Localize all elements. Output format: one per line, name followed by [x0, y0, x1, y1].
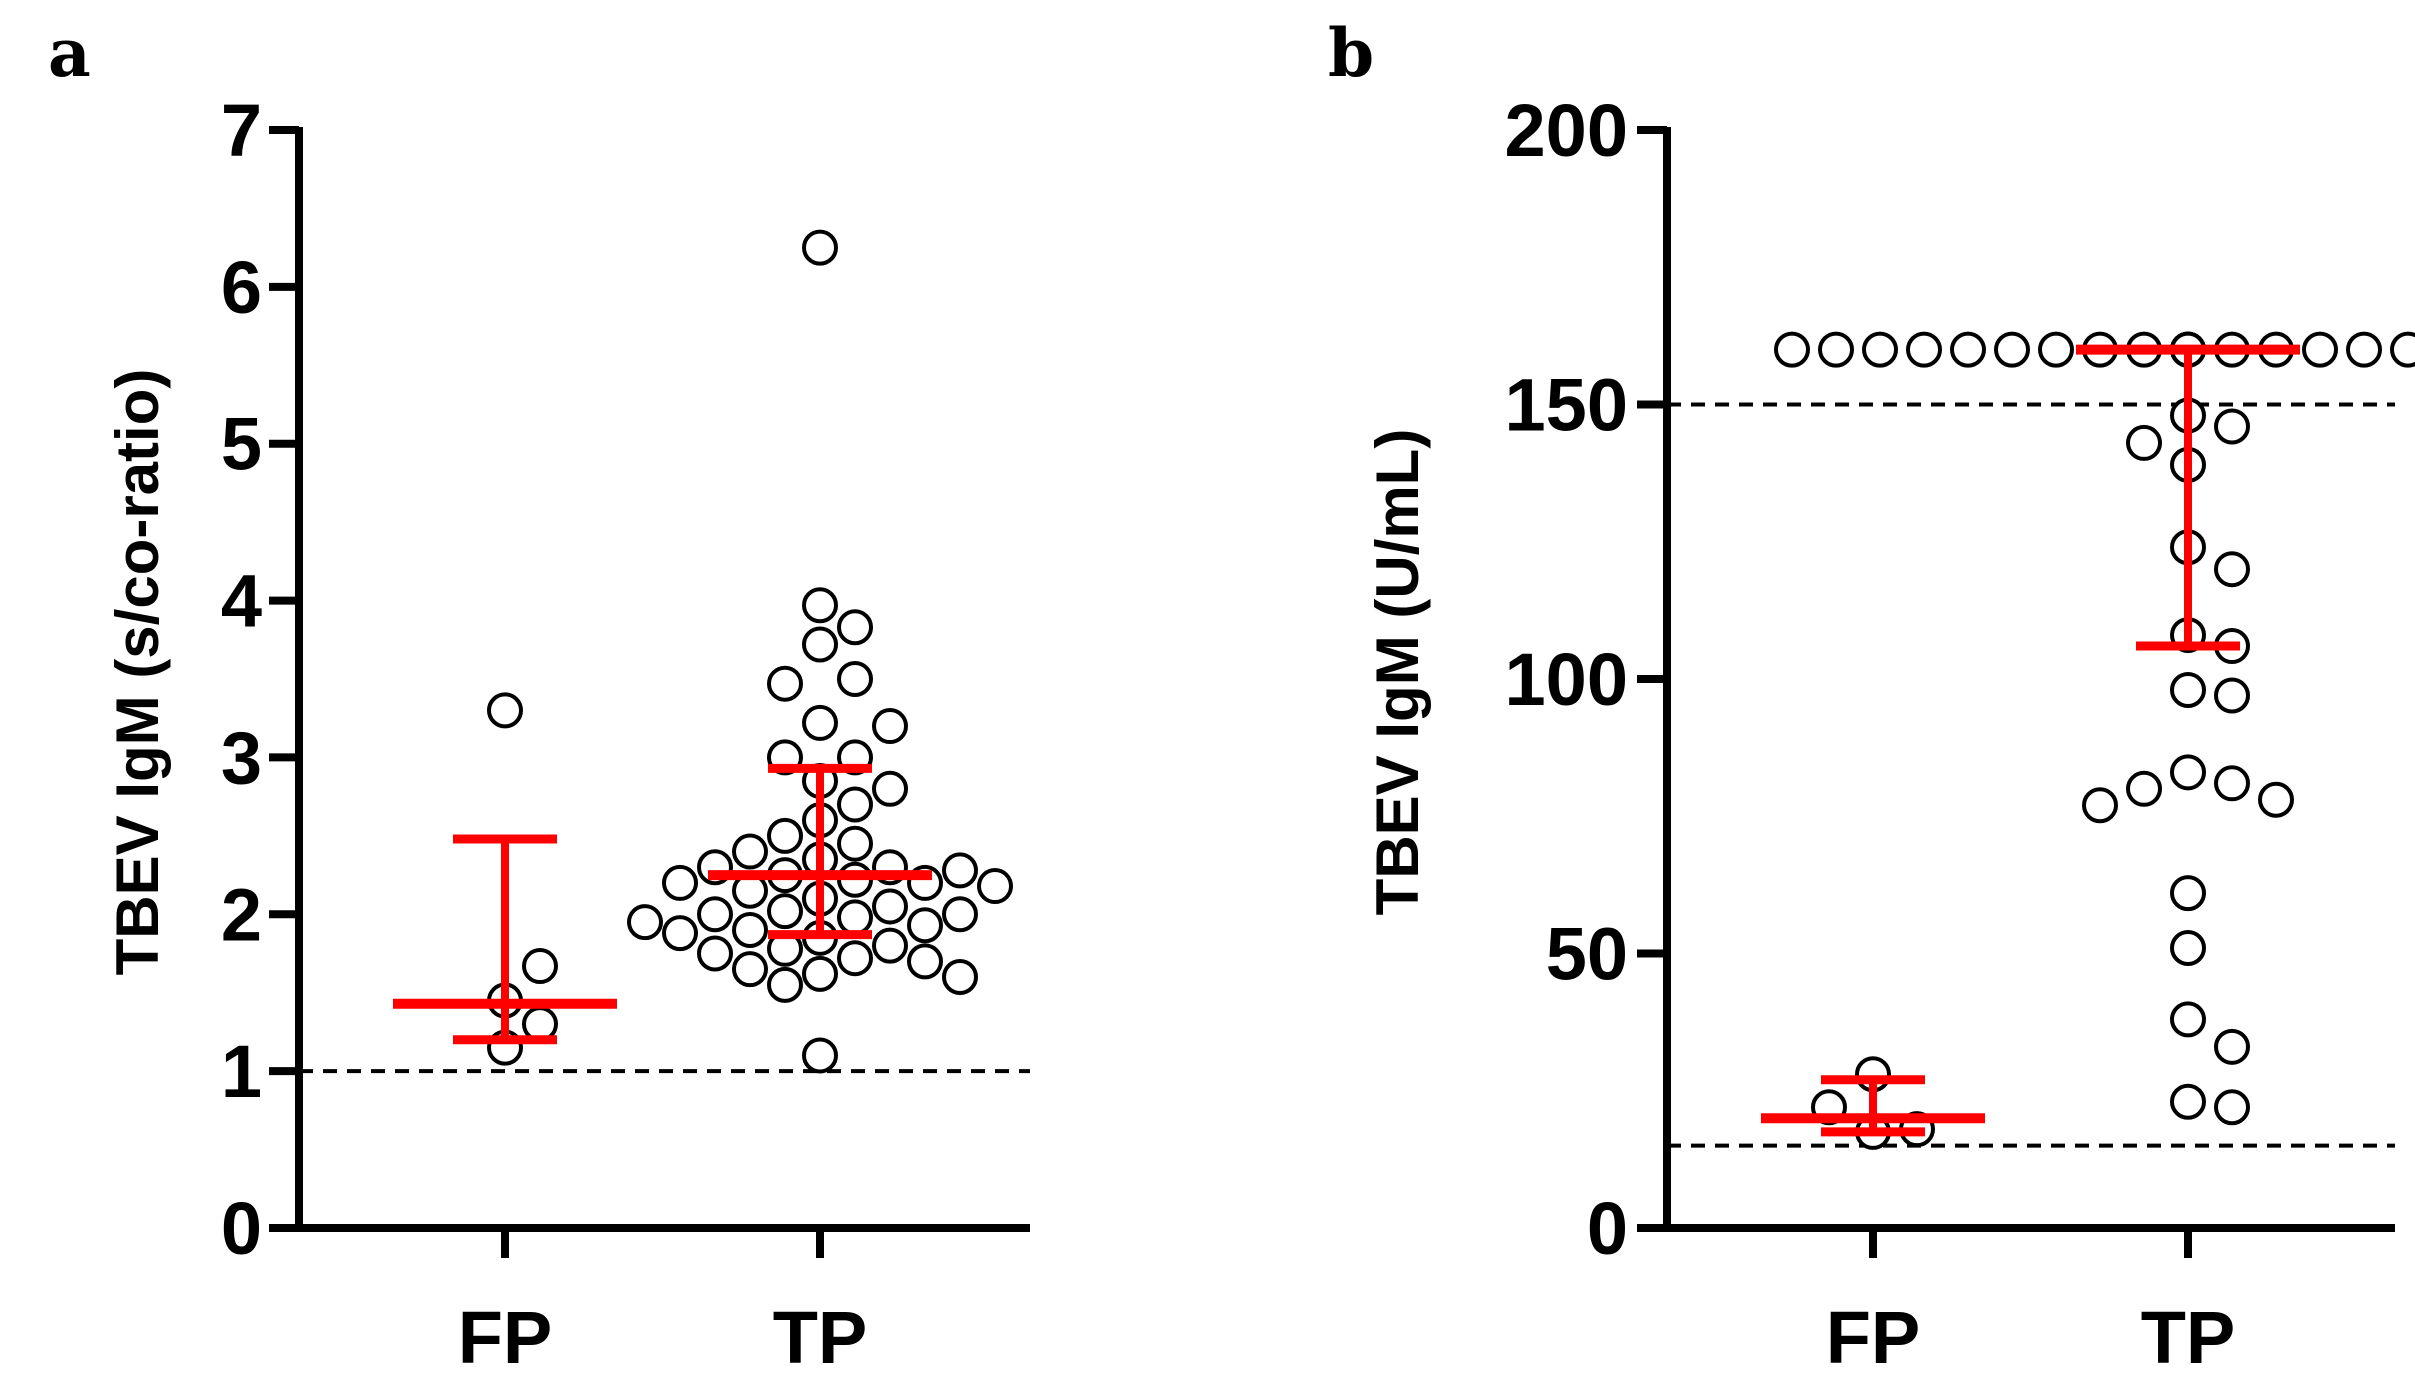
- y-tick-label: 3: [221, 716, 262, 799]
- data-point: [1906, 331, 1942, 368]
- y-tick-label: 7: [221, 89, 262, 172]
- y-tick-label: 200: [1505, 89, 1628, 172]
- data-point: [487, 692, 523, 729]
- group-tp: [627, 229, 1013, 1074]
- y-tick-label: 6: [221, 246, 262, 329]
- data-point: [872, 708, 908, 745]
- data-point: [802, 955, 838, 992]
- y-tick-label: 100: [1505, 638, 1628, 721]
- data-point: [767, 665, 803, 702]
- data-point: [2390, 331, 2415, 368]
- data-point: [697, 935, 733, 972]
- data-point: [2170, 930, 2206, 967]
- data-point: [872, 770, 908, 807]
- data-point: [2214, 551, 2250, 588]
- data-point: [767, 966, 803, 1003]
- data-point: [767, 817, 803, 854]
- data-point: [2082, 787, 2118, 824]
- data-point: [942, 959, 978, 996]
- data-point: [2038, 331, 2074, 368]
- data-point: [802, 626, 838, 663]
- data-point: [837, 786, 873, 823]
- data-point: [2170, 1001, 2206, 1038]
- data-point: [2126, 770, 2162, 807]
- data-point: [802, 229, 838, 266]
- y-tick-label: 50: [1546, 913, 1628, 996]
- data-point: [522, 948, 558, 985]
- data-point: [2126, 424, 2162, 461]
- panel-a-y-axis-title: TBEV IgM (s/co-ratio): [104, 369, 171, 976]
- data-point: [802, 1037, 838, 1074]
- data-point: [837, 825, 873, 862]
- data-point: [2302, 331, 2338, 368]
- y-tick-label: 150: [1505, 364, 1628, 447]
- data-point: [2346, 331, 2382, 368]
- data-point: [837, 899, 873, 936]
- y-tick-label: 5: [221, 403, 262, 486]
- data-point: [942, 852, 978, 889]
- data-point: [2214, 677, 2250, 714]
- data-point: [2258, 781, 2294, 818]
- data-point: [2214, 765, 2250, 802]
- x-category-label-fp: FP: [458, 1296, 553, 1379]
- panel-b-y-axis-title: TBEV IgM (U/mL): [1364, 429, 1431, 916]
- data-point: [872, 888, 908, 925]
- group-fp: [1761, 1056, 1985, 1150]
- data-point: [977, 868, 1013, 905]
- data-point: [837, 661, 873, 697]
- data-point: [2170, 1083, 2206, 1120]
- panel-b: TBEV IgM (U/mL) 0 50 100 150 200 FP TP: [1364, 89, 2415, 1379]
- data-point: [767, 893, 803, 930]
- x-category-label-tp: TP: [773, 1296, 868, 1379]
- data-point: [2170, 875, 2206, 912]
- data-point: [802, 587, 838, 624]
- data-point: [837, 940, 873, 977]
- data-point: [2170, 671, 2206, 708]
- data-point: [662, 915, 698, 952]
- panel-a: TBEV IgM (s/co-ratio) 0 1 2 3 4 5 6 7 FP TP: [104, 89, 1030, 1379]
- y-tick-label: 0: [1587, 1187, 1628, 1270]
- data-point: [802, 704, 838, 741]
- data-point: [662, 864, 698, 901]
- y-tick-label: 2: [221, 873, 262, 956]
- data-point: [627, 904, 663, 941]
- data-point: [1862, 331, 1898, 368]
- data-point: [732, 833, 768, 870]
- data-point: [907, 907, 943, 944]
- data-point: [837, 609, 873, 646]
- y-tick-label: 0: [221, 1187, 262, 1270]
- group-fp: [393, 692, 617, 1066]
- panel-letter-b: b: [1328, 14, 1374, 92]
- group-tp: [1774, 331, 2415, 1126]
- data-point: [697, 896, 733, 933]
- data-point: [1950, 331, 1986, 368]
- data-point: [1994, 331, 2030, 368]
- data-point: [732, 951, 768, 988]
- y-tick-label: 1: [221, 1030, 262, 1113]
- data-point: [732, 911, 768, 948]
- data-point: [2170, 754, 2206, 791]
- x-category-label-tp: TP: [2141, 1296, 2236, 1379]
- data-point: [907, 943, 943, 980]
- data-point: [2214, 1028, 2250, 1065]
- panel-letter-a: a: [48, 14, 91, 92]
- x-category-label-fp: FP: [1826, 1296, 1921, 1379]
- data-point: [942, 896, 978, 933]
- data-point: [2214, 408, 2250, 445]
- data-point: [872, 927, 908, 964]
- data-point: [2214, 1089, 2250, 1126]
- data-point: [1818, 331, 1854, 368]
- y-tick-label: 4: [221, 560, 262, 643]
- data-point: [1774, 331, 1810, 368]
